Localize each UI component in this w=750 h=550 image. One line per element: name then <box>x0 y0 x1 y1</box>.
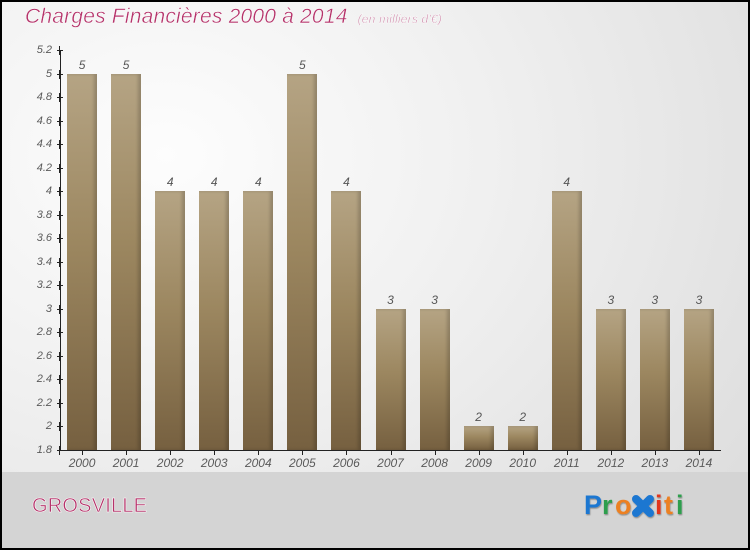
svg-text:t: t <box>664 490 673 520</box>
svg-text:i: i <box>655 490 663 520</box>
svg-text:P: P <box>584 490 602 520</box>
svg-text:i: i <box>676 490 684 520</box>
svg-text:o: o <box>615 490 632 520</box>
svg-text:r: r <box>602 490 613 520</box>
